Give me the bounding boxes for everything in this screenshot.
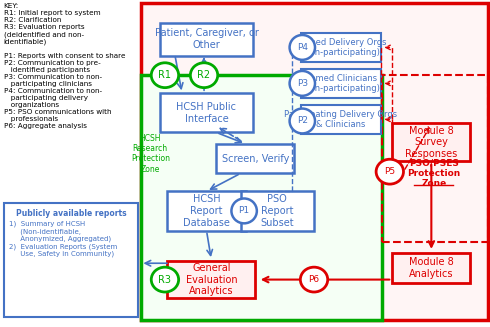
Text: Publicly available reports: Publicly available reports xyxy=(16,209,126,218)
Text: P2: P2 xyxy=(297,116,308,126)
Text: R3: R3 xyxy=(158,275,172,284)
Ellipse shape xyxy=(376,159,403,184)
Text: HCSH
Research
Protection
Zone: HCSH Research Protection Zone xyxy=(131,134,170,174)
Ellipse shape xyxy=(300,267,328,292)
Text: R1: R1 xyxy=(158,70,172,80)
Text: General
Evaluation
Analytics: General Evaluation Analytics xyxy=(186,263,237,296)
Text: HCSH
Report
Database: HCSH Report Database xyxy=(183,194,230,228)
FancyBboxPatch shape xyxy=(300,69,381,98)
Text: Module 8
Survey
Responses: Module 8 Survey Responses xyxy=(405,126,458,159)
Text: P6: P6 xyxy=(309,275,319,284)
FancyBboxPatch shape xyxy=(216,144,294,173)
Ellipse shape xyxy=(290,109,315,133)
FancyBboxPatch shape xyxy=(168,261,255,298)
FancyBboxPatch shape xyxy=(141,3,488,320)
Text: Named Clinicians
(non-participating): Named Clinicians (non-participating) xyxy=(301,74,380,93)
FancyBboxPatch shape xyxy=(3,203,138,317)
Text: Patient, Caregiver, or
Other: Patient, Caregiver, or Other xyxy=(154,28,258,50)
Ellipse shape xyxy=(290,35,315,60)
FancyBboxPatch shape xyxy=(160,93,253,132)
Text: P4: P4 xyxy=(297,43,308,52)
Ellipse shape xyxy=(231,198,257,223)
Text: Participating Delivery Orgs
& Clinicians: Participating Delivery Orgs & Clinicians xyxy=(284,110,397,129)
FancyBboxPatch shape xyxy=(300,105,381,134)
Ellipse shape xyxy=(190,63,218,88)
FancyBboxPatch shape xyxy=(160,23,253,56)
Text: Named Delivery Orgs
(non-participating): Named Delivery Orgs (non-participating) xyxy=(295,38,386,57)
Text: R2: R2 xyxy=(197,70,211,80)
Text: P1: P1 xyxy=(239,206,250,215)
Text: HCSH Public
Interface: HCSH Public Interface xyxy=(176,102,237,124)
Text: PSO
Report
Subset: PSO Report Subset xyxy=(261,194,294,228)
Text: 1)  Summary of HCSH
     (Non-identifiable,
     Anonymized, Aggregated)
2)  Eva: 1) Summary of HCSH (Non-identifiable, An… xyxy=(8,221,117,257)
FancyBboxPatch shape xyxy=(141,75,383,320)
Ellipse shape xyxy=(151,63,179,88)
FancyBboxPatch shape xyxy=(241,191,314,231)
FancyBboxPatch shape xyxy=(168,191,245,231)
Text: Screen, Verify: Screen, Verify xyxy=(221,154,289,164)
Text: P5: P5 xyxy=(384,167,395,176)
FancyBboxPatch shape xyxy=(392,124,470,161)
Ellipse shape xyxy=(151,267,179,292)
Text: Module 8
Analytics: Module 8 Analytics xyxy=(409,257,454,279)
FancyBboxPatch shape xyxy=(300,33,381,62)
Text: KEY:
R1: Initial report to system
R2: Clarification
R3: Evaluation reports
(deid: KEY: R1: Initial report to system R2: Cl… xyxy=(3,3,125,129)
FancyBboxPatch shape xyxy=(392,253,470,283)
Text: PSO/PSES
Protection
Zone: PSO/PSES Protection Zone xyxy=(407,158,461,188)
Ellipse shape xyxy=(290,71,315,96)
Text: P3: P3 xyxy=(297,79,308,88)
